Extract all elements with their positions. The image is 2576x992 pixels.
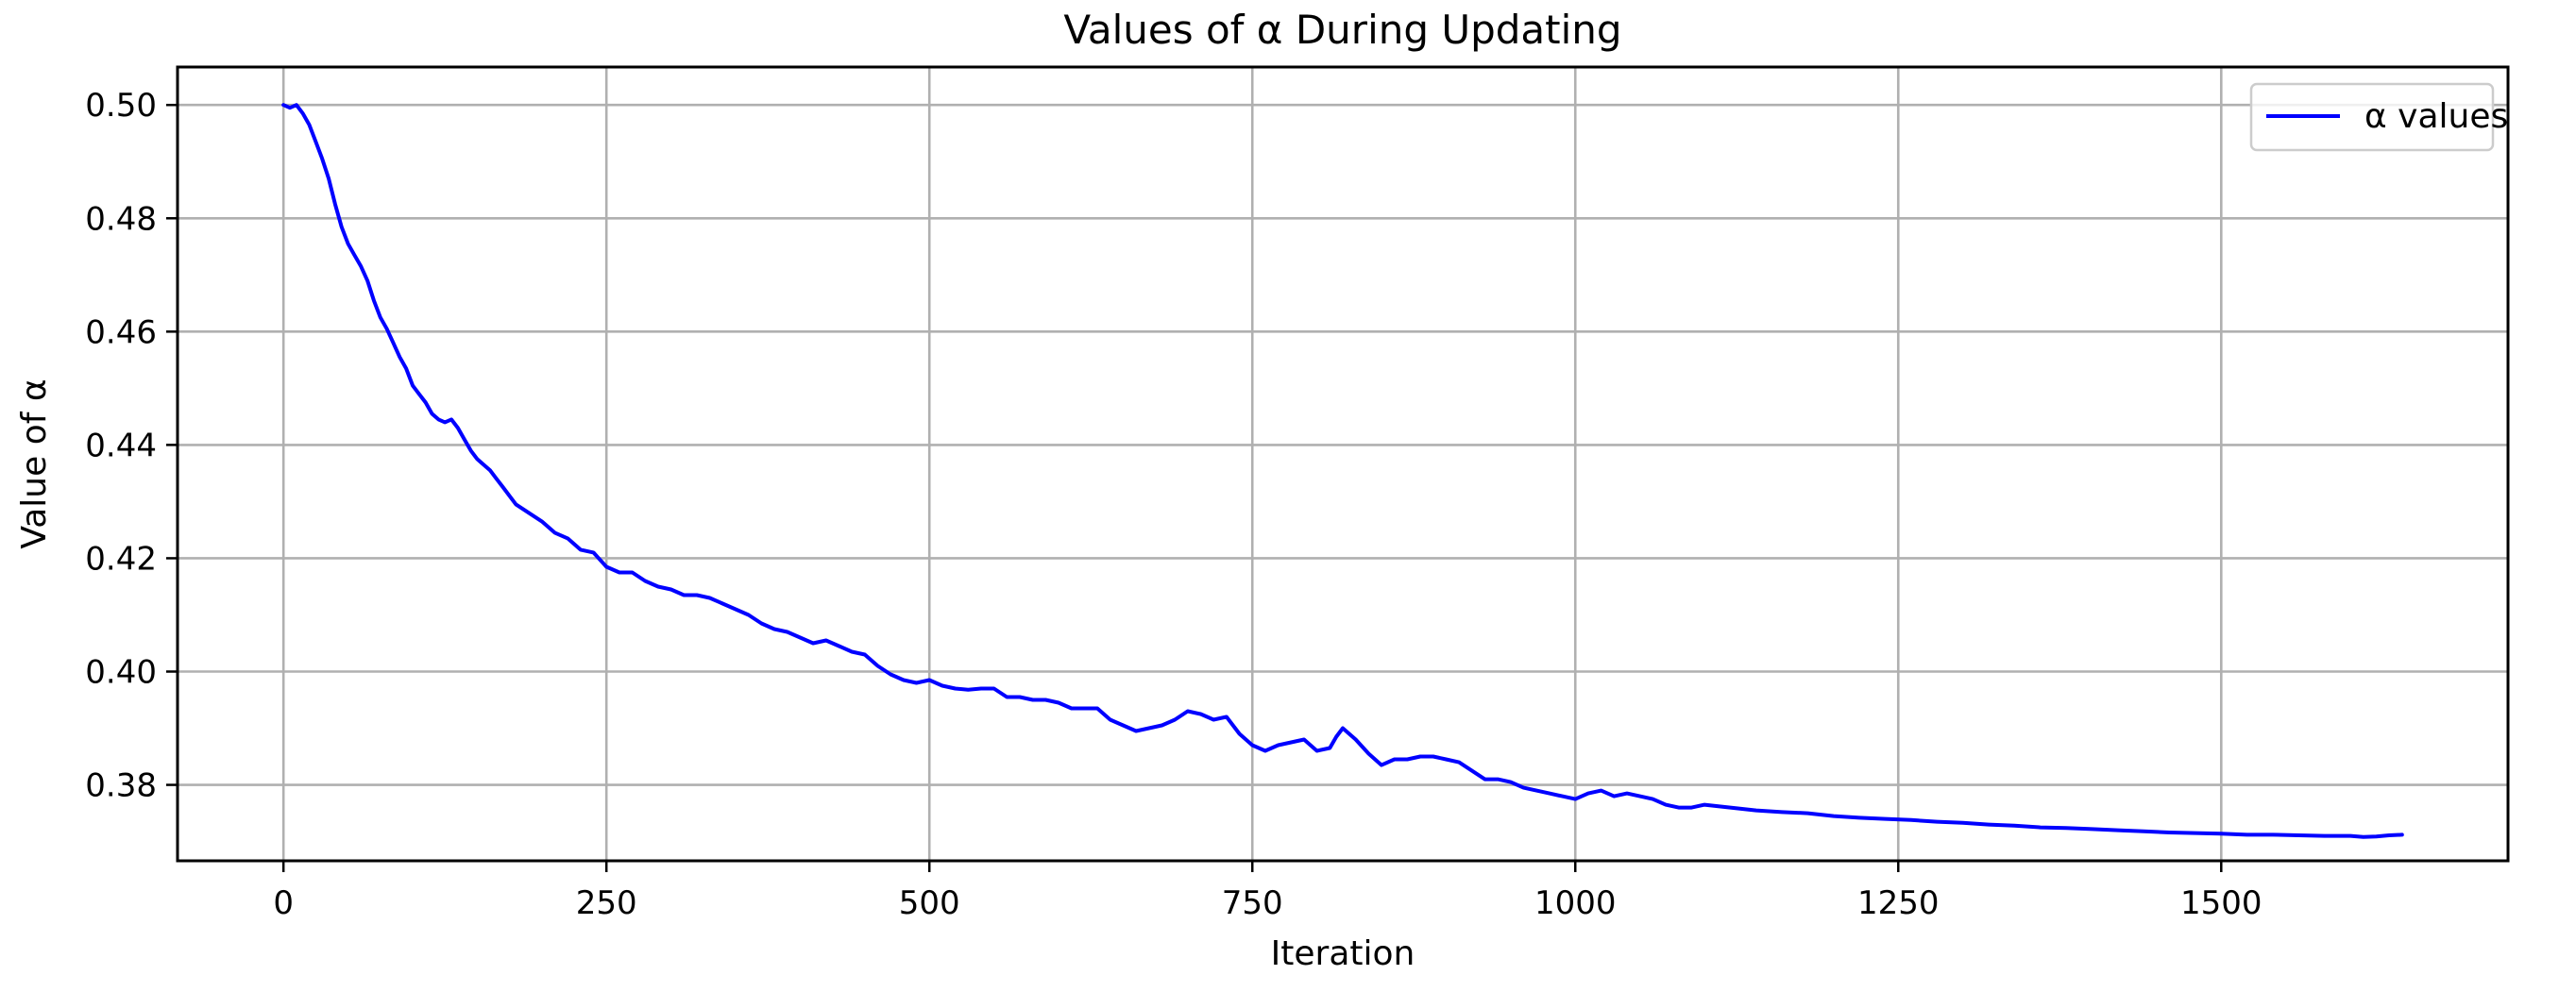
chart-title: Values of α During Updating (1063, 7, 1621, 53)
y-tick-label: 0.42 (85, 540, 157, 578)
axis-ticks: 0 250 500 750 1000 1250 1500 0.38 0.40 0.42 0.44 0.… (85, 87, 2262, 922)
legend: α values (2249, 82, 2508, 152)
y-tick-label: 0.50 (85, 87, 157, 125)
x-tick-label: 250 (576, 884, 637, 922)
x-tick-label: 1000 (1534, 884, 1617, 922)
legend-label-alpha-values: α values (2364, 97, 2508, 136)
legend-box (2249, 82, 2495, 152)
x-tick-label: 0 (273, 884, 294, 922)
y-tick-label: 0.44 (85, 427, 157, 464)
x-tick-label: 500 (899, 884, 960, 922)
series-layer (281, 103, 2404, 839)
y-tick-label: 0.48 (85, 200, 157, 238)
y-axis-label: Value of α (15, 378, 54, 548)
x-tick-label: 1250 (1857, 884, 1940, 922)
y-tick-label: 0.40 (85, 654, 157, 692)
plot-frame (176, 65, 2510, 863)
grid-lines (178, 67, 2508, 861)
y-tick-label: 0.38 (85, 767, 157, 805)
y-tick-label: 0.46 (85, 313, 157, 351)
x-axis-label: Iteration (1271, 934, 1415, 973)
x-tick-label: 750 (1222, 884, 1283, 922)
x-tick-label: 1500 (2180, 884, 2262, 922)
series-line-alpha-values (281, 103, 2404, 839)
